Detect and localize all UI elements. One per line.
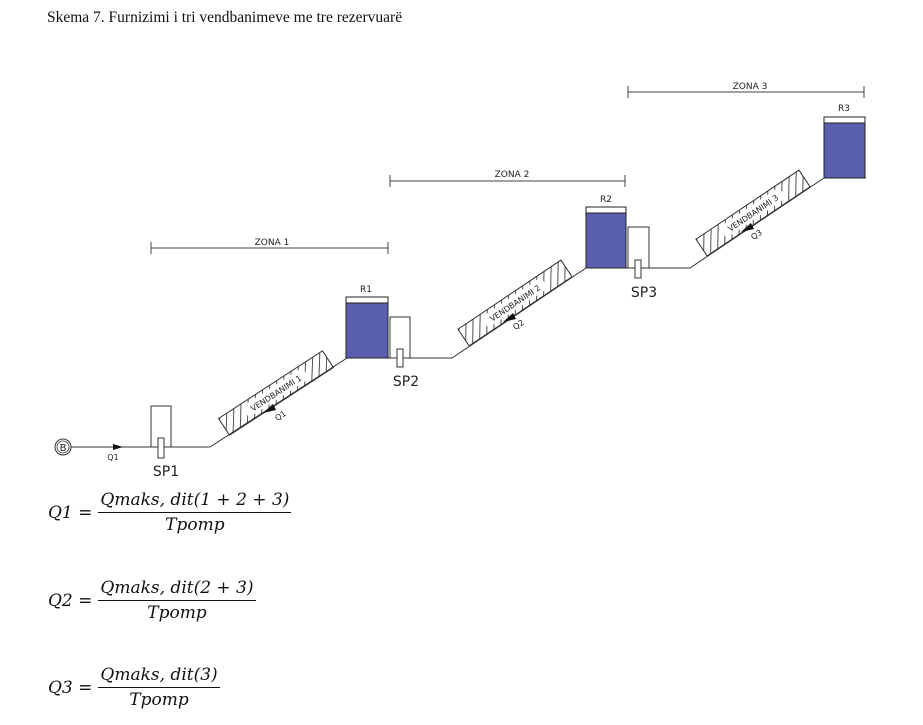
formula-q1: Q1 = Qmaks, dit(1 + 2 + 3) Tpomp	[48, 490, 292, 535]
reservoir-3-label: R3	[838, 104, 850, 114]
flow-label-q2: Q2	[511, 318, 525, 332]
settlement-3: VENDBANIMI 3	[695, 169, 811, 257]
formula-q3-denominator: Tpomp	[129, 690, 189, 710]
zone-3-dimension	[627, 86, 865, 98]
flow-arrow-inlet	[113, 444, 123, 450]
settlement-2: VENDBANIMI 2	[457, 259, 573, 347]
settlement-1: VENDBANIMI 1	[217, 350, 335, 436]
zone-2-dimension	[389, 175, 626, 187]
formula-q1-numerator: Qmaks, dit(1 + 2 + 3)	[98, 490, 292, 513]
pump-station-3	[627, 226, 650, 279]
reservoir-1	[345, 296, 389, 359]
formula-q2: Q2 = Qmaks, dit(2 + 3) Tpomp	[48, 578, 256, 623]
reservoir-2	[585, 206, 627, 269]
formula-q3-numerator: Qmaks, dit(3)	[98, 665, 220, 688]
pump-station-2-label: SP2	[393, 374, 419, 390]
formula-q3: Q3 = Qmaks, dit(3) Tpomp	[48, 665, 220, 710]
reservoir-3	[823, 116, 866, 179]
flow-arrow-q3	[741, 223, 754, 232]
flow-arrow-q2	[503, 313, 516, 322]
reservoir-1-label: R1	[360, 285, 372, 295]
formula-q1-denominator: Tpomp	[165, 515, 225, 535]
formula-q3-lhs: Q3 =	[48, 677, 93, 698]
flow-label-q1: Q1	[273, 409, 287, 423]
zone-1-dimension	[150, 242, 389, 254]
pump-station-3-label: SP3	[631, 285, 657, 301]
formula-q2-numerator: Qmaks, dit(2 + 3)	[98, 578, 256, 601]
formula-q3-fraction: Qmaks, dit(3) Tpomp	[98, 665, 220, 710]
zone-2-label: ZONA 2	[495, 170, 530, 180]
reservoir-2-label: R2	[600, 195, 612, 205]
pump-station-2	[389, 316, 411, 368]
formula-q2-denominator: Tpomp	[147, 603, 207, 623]
water-supply-scheme: ZONA 1 ZONA 2 ZONA 3 B Q1 SP1 VENDBANIMI…	[54, 82, 866, 480]
zone-3-label: ZONA 3	[733, 82, 768, 92]
page-title: Skema 7. Furnizimi i tri vendbanimeve me…	[47, 9, 403, 26]
source-node: B	[54, 438, 72, 456]
pump-station-1	[150, 405, 172, 459]
flow-label-inlet: Q1	[107, 453, 118, 462]
source-label: B	[60, 443, 67, 454]
zone-1-label: ZONA 1	[255, 238, 290, 248]
formula-q2-fraction: Qmaks, dit(2 + 3) Tpomp	[98, 578, 256, 623]
flow-arrow-q1	[263, 404, 276, 413]
formula-q1-lhs: Q1 =	[48, 502, 93, 523]
formula-q2-lhs: Q2 =	[48, 590, 93, 611]
flow-label-q3: Q3	[749, 228, 763, 242]
pump-station-1-label: SP1	[153, 464, 179, 480]
formula-q1-fraction: Qmaks, dit(1 + 2 + 3) Tpomp	[98, 490, 292, 535]
